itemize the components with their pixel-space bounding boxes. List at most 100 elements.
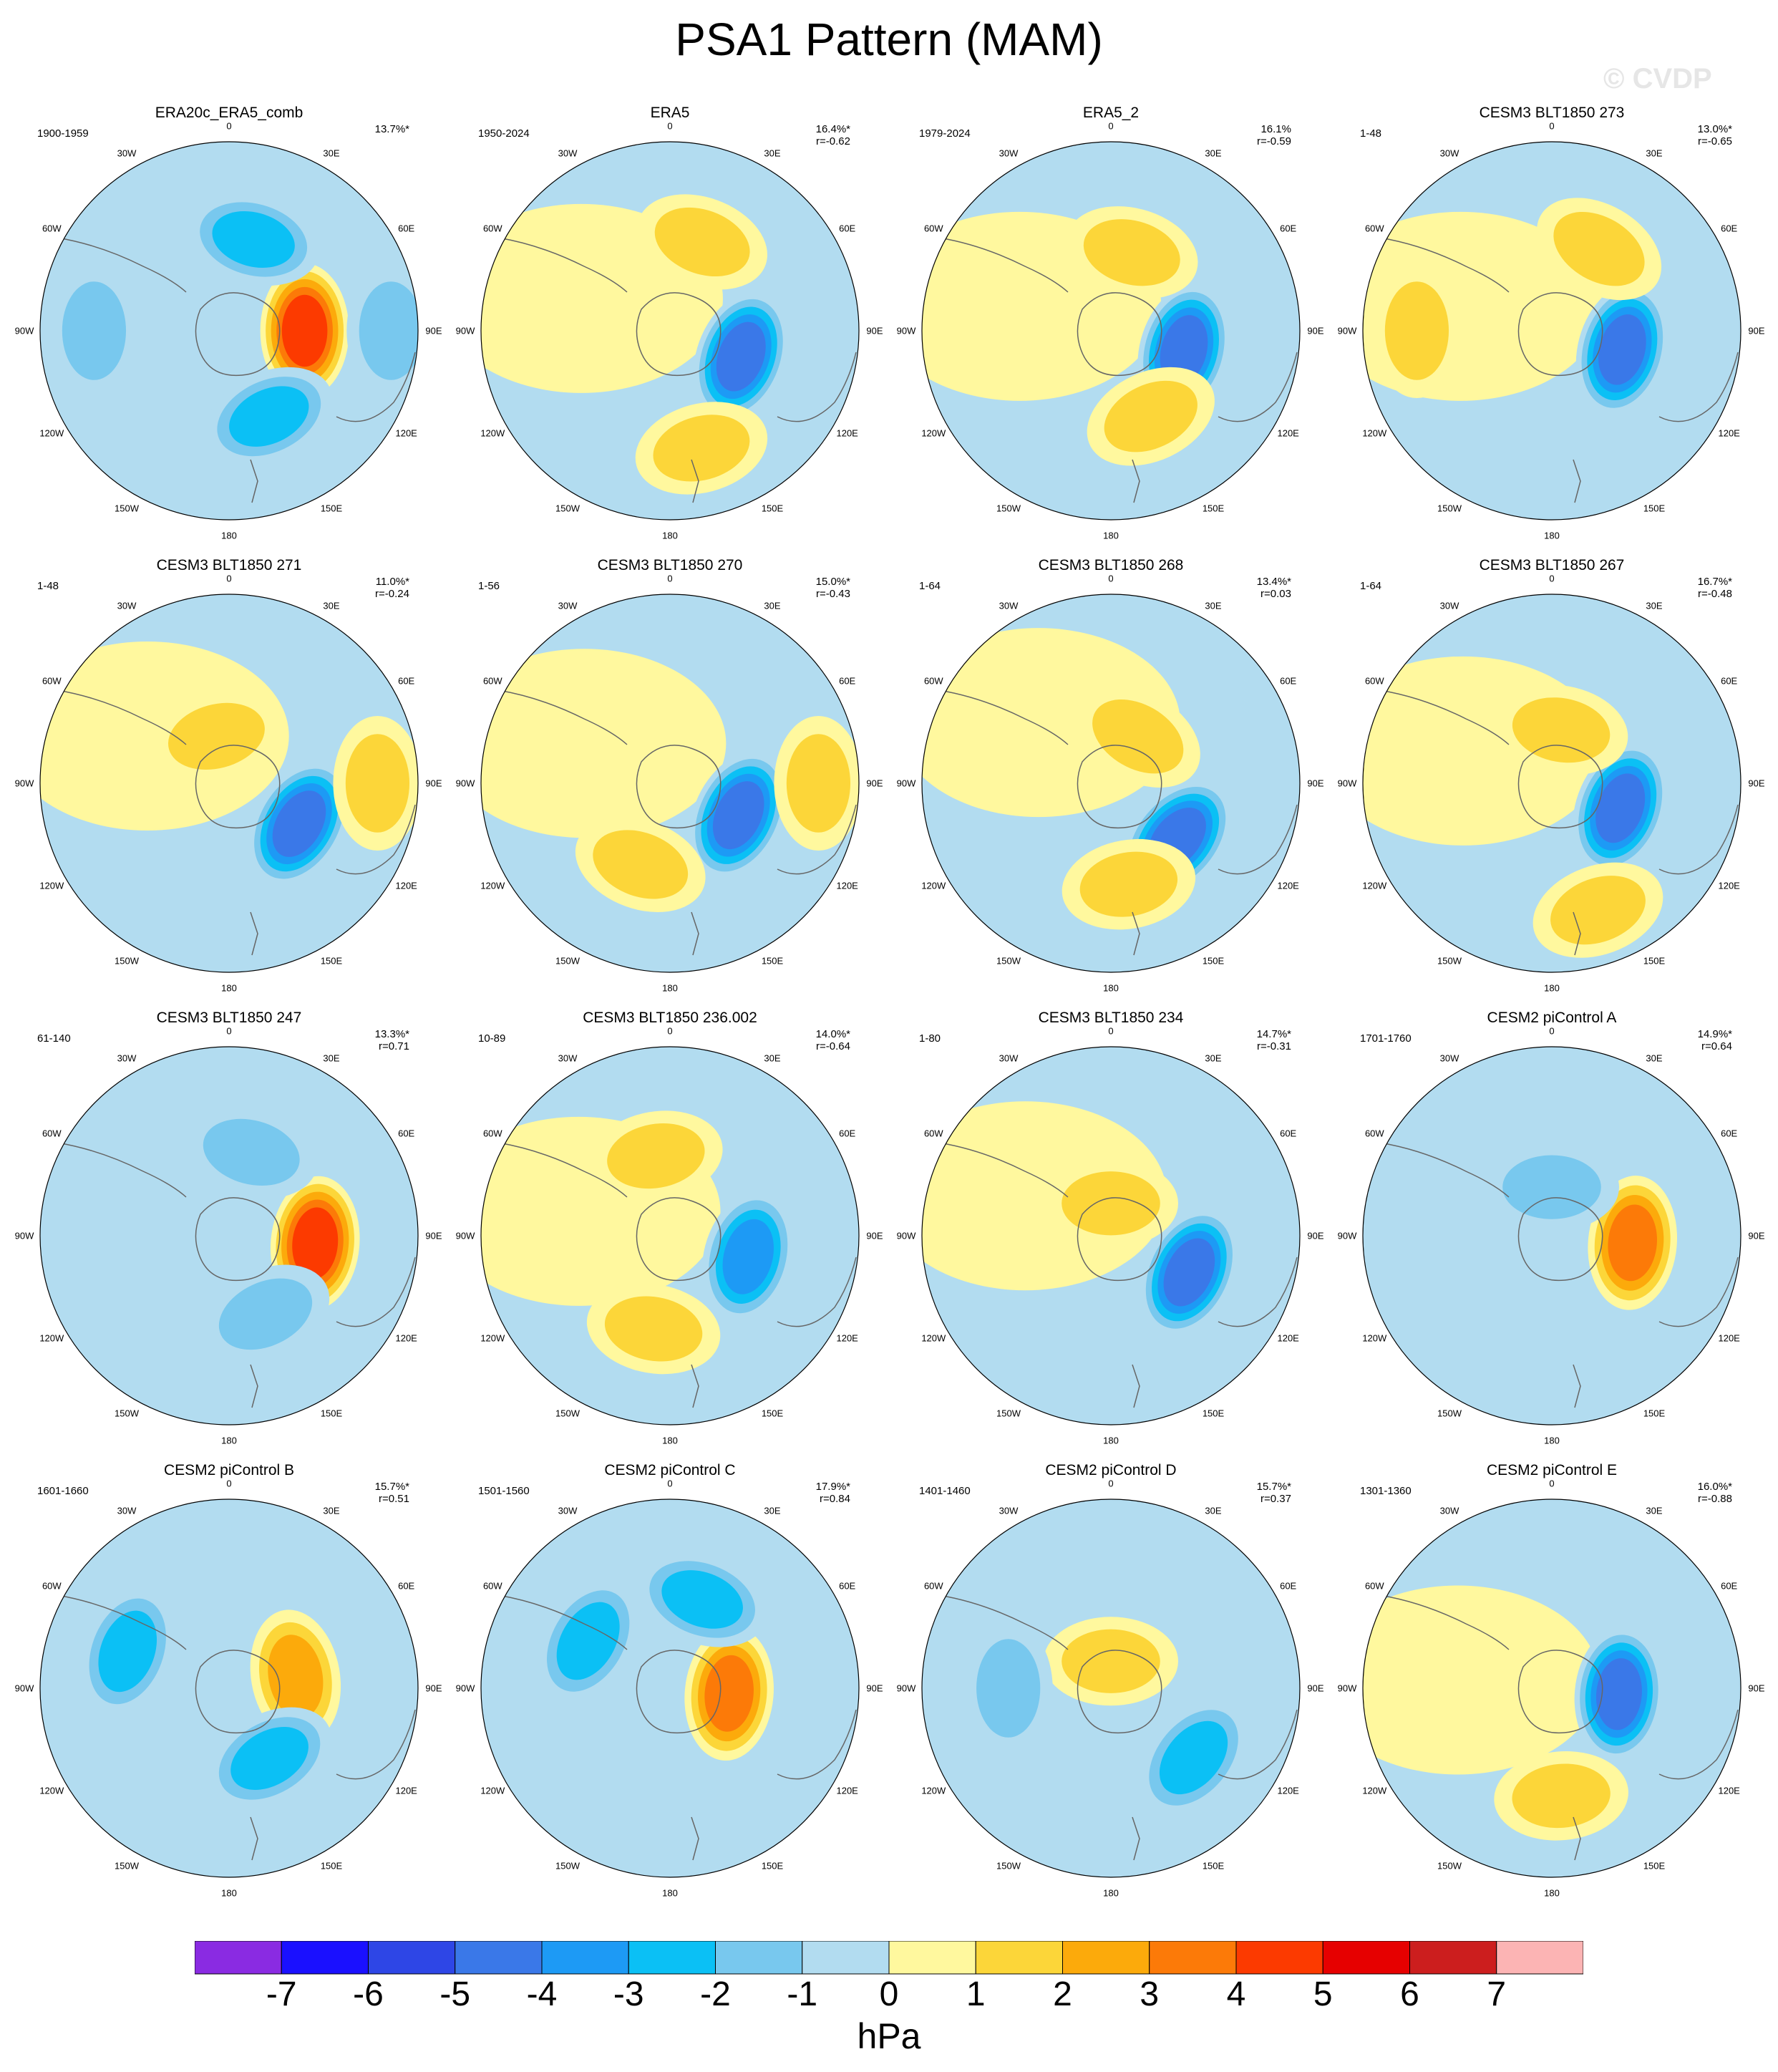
- longitude-label: 120E: [1718, 880, 1740, 891]
- panel-period: 1401-1460: [919, 1485, 971, 1497]
- antarctica-coastline: [636, 292, 722, 377]
- negative-anomaly: [272, 790, 326, 857]
- longitude-label: 60W: [1364, 1128, 1384, 1139]
- watermark: © CVDP: [1603, 63, 1712, 95]
- longitude-label: 180: [221, 982, 237, 994]
- panel-title: CESM3 BLT1850 236.002: [583, 1010, 757, 1026]
- map-boundary: [921, 141, 1301, 521]
- australia-coastline: [1658, 1257, 1739, 1327]
- pattern-correlation: r=0.64: [1701, 1040, 1732, 1052]
- panel-period: 1979-2024: [919, 127, 971, 140]
- positive-anomaly: [1104, 380, 1198, 452]
- antarctica-coastline: [195, 1650, 281, 1734]
- panel-stats: 14.0%* r=-0.64: [707, 1028, 850, 1052]
- panel-period: 1-56: [478, 580, 500, 592]
- colorbar-tick-label: 3: [1140, 1975, 1160, 2013]
- negative-anomaly: [359, 281, 418, 380]
- antarctica-coastline: [195, 1197, 281, 1282]
- variance-explained: 16.0%*: [1697, 1481, 1732, 1493]
- polar-map: [1362, 1499, 1741, 1878]
- longitude-label: 150W: [115, 503, 139, 514]
- australia-coastline: [1658, 352, 1739, 422]
- pattern-correlation: r=-0.59: [1257, 135, 1291, 147]
- map-boundary: [480, 141, 860, 521]
- longitude-label: 90E: [1748, 1230, 1765, 1241]
- panel-stats: 13.0%* r=-0.65: [1589, 123, 1732, 147]
- south-america-coastline: [1379, 689, 1510, 745]
- longitude-label: 150W: [1437, 955, 1462, 967]
- colorbar-tick-label: -2: [700, 1975, 731, 2013]
- longitude-label: 120W: [480, 427, 505, 439]
- longitude-label: 120W: [1362, 880, 1387, 891]
- page-title: PSA1 Pattern (MAM): [675, 14, 1103, 65]
- colorbar-tick-label: 6: [1400, 1975, 1419, 2013]
- new-zealand-coastline: [250, 1364, 258, 1408]
- panel-period: 1-64: [1360, 580, 1382, 592]
- longitude-label: 120W: [480, 1332, 505, 1344]
- longitude-label: 0: [667, 120, 673, 132]
- longitude-label: 30E: [1646, 147, 1663, 159]
- positive-anomaly: [593, 830, 689, 899]
- longitude-label: 30E: [1205, 147, 1222, 159]
- longitude-label: 60E: [1280, 223, 1297, 234]
- longitude-label: 120W: [1362, 427, 1387, 439]
- variance-explained: 14.0%*: [815, 1028, 850, 1040]
- longitude-label: 0: [667, 1025, 673, 1037]
- longitude-label: 30W: [558, 600, 578, 611]
- panel-period: 1501-1560: [478, 1485, 530, 1497]
- panel-title: ERA5: [650, 105, 690, 121]
- panel-title: CESM3 BLT1850 247: [156, 1010, 302, 1026]
- longitude-label: 120E: [1277, 1785, 1299, 1796]
- longitude-label: 150E: [320, 1408, 343, 1419]
- longitude-label: 150W: [115, 1860, 139, 1872]
- longitude-label: 30E: [1205, 1052, 1222, 1064]
- map-boundary: [39, 1499, 419, 1878]
- longitude-label: 30E: [764, 600, 781, 611]
- longitude-label: 30W: [1439, 147, 1459, 159]
- longitude-label: 60E: [1721, 223, 1738, 234]
- pattern-correlation: r=-0.88: [1698, 1493, 1732, 1505]
- longitude-label: 30E: [764, 1052, 781, 1064]
- new-zealand-coastline: [250, 459, 258, 503]
- longitude-label: 60W: [1364, 675, 1384, 687]
- panel-period: 1-48: [1360, 127, 1382, 140]
- pattern-correlation: r=-0.43: [816, 588, 850, 600]
- positive-anomaly: [1550, 876, 1646, 945]
- longitude-label: 180: [1103, 530, 1119, 541]
- positive-anomaly: [167, 702, 265, 770]
- positive-anomaly: [604, 1296, 703, 1362]
- longitude-label: 60E: [839, 223, 856, 234]
- longitude-label: 90W: [455, 778, 475, 789]
- longitude-label: 30W: [558, 1052, 578, 1064]
- longitude-label: 120W: [480, 880, 505, 891]
- longitude-label: 0: [1549, 1478, 1555, 1489]
- antarctica-coastline: [1077, 1197, 1162, 1282]
- colorbar-units: hPa: [857, 2016, 921, 2056]
- panel-title: CESM3 BLT1850 268: [1038, 557, 1184, 573]
- panel-stats: 13.3%* r=0.71: [266, 1028, 409, 1052]
- longitude-label: 60W: [923, 223, 943, 234]
- panel-stats: 14.7%* r=-0.31: [1148, 1028, 1291, 1052]
- longitude-label: 120W: [921, 1332, 946, 1344]
- south-america-coastline: [497, 1142, 628, 1198]
- longitude-label: 150W: [1437, 1860, 1462, 1872]
- longitude-label: 180: [662, 1887, 678, 1899]
- colorbar-swatch: [975, 1941, 1063, 1975]
- longitude-label: 30W: [999, 147, 1019, 159]
- panel-title: CESM2 piControl E: [1486, 1462, 1618, 1478]
- antarctica-coastline: [1517, 1197, 1603, 1282]
- negative-anomaly: [212, 210, 295, 268]
- longitude-label: 90E: [1748, 1683, 1765, 1694]
- new-zealand-coastline: [691, 911, 699, 956]
- variance-explained: 14.7%*: [1256, 1028, 1291, 1040]
- longitude-label: 120E: [836, 1332, 858, 1344]
- longitude-label: 30W: [999, 600, 1019, 611]
- panel-period: 1-80: [919, 1032, 941, 1045]
- antarctica-coastline: [1077, 1650, 1162, 1734]
- variance-explained: 15.7%*: [374, 1481, 409, 1493]
- longitude-label: 30E: [1646, 1505, 1663, 1516]
- longitude-label: 120E: [1718, 1785, 1740, 1796]
- australia-coastline: [336, 1257, 416, 1327]
- longitude-label: 90W: [896, 325, 916, 337]
